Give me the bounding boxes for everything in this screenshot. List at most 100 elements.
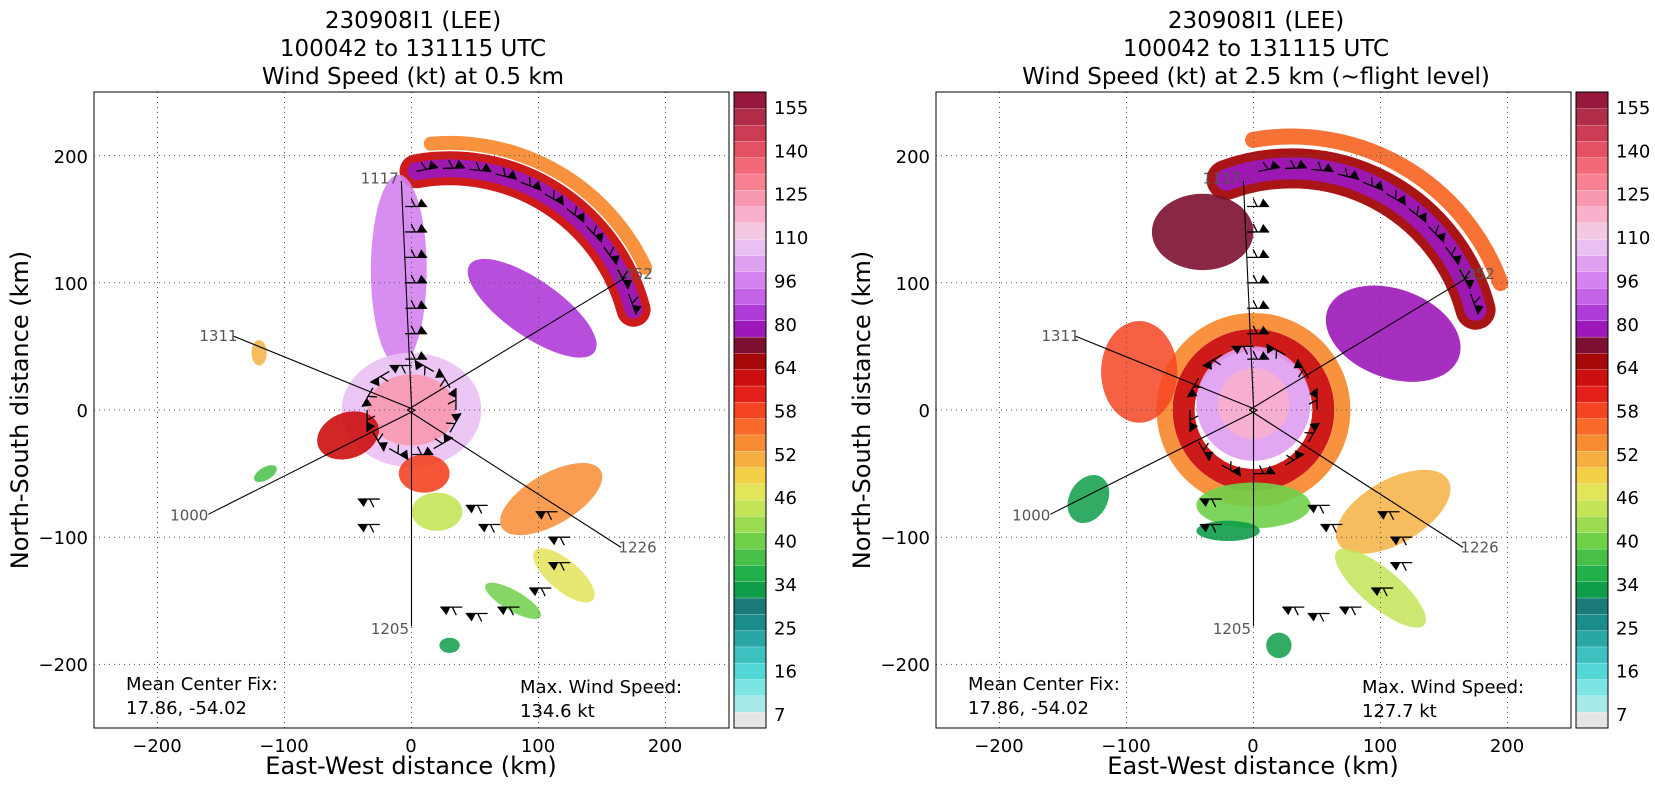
flight-leg-label: 1205 — [1213, 620, 1251, 638]
wind-barb — [1282, 606, 1305, 616]
wind-barb — [442, 159, 465, 170]
wind-barb — [433, 433, 454, 450]
flight-legs-left: 1117 1052 1311 1000 1226 1205 — [170, 169, 656, 637]
gridlines-left — [94, 92, 729, 728]
wind-barb — [1371, 587, 1394, 597]
wind-barb — [446, 412, 462, 433]
wind-barb — [1307, 504, 1330, 514]
colorbar-swatch — [733, 548, 767, 566]
wind-field-patch — [500, 462, 603, 536]
x-axis-label-left: East-West distance (km) — [265, 752, 556, 780]
flight-leg-line — [1075, 335, 1258, 411]
wind-barb — [416, 160, 439, 172]
x-ticks-left: −200 −100 0 100 200 — [132, 736, 682, 757]
colorbar-swatch — [733, 646, 767, 664]
colorbar-swatch — [1575, 418, 1609, 436]
colorbar-swatch — [733, 271, 767, 289]
max-wind-value-left: 134.6 kt — [520, 701, 595, 722]
flight-leg-line — [1248, 275, 1470, 411]
colorbar-right: 7 16 25 34 40 46 52 58 64 80 96 110 125 140 155 — [1575, 91, 1650, 729]
colorbar-swatch — [733, 450, 767, 468]
x-tick-label: 100 — [1363, 736, 1397, 757]
colorbar-tick-label: 16 — [774, 662, 797, 683]
colorbar-swatch — [1575, 662, 1609, 680]
flight-leg-line — [1249, 409, 1464, 548]
y-tick-label: −100 — [39, 528, 88, 549]
wind-barb — [548, 561, 571, 571]
colorbar-tick-label: 46 — [774, 488, 797, 509]
x-tick-label: 200 — [1490, 736, 1524, 757]
wind-barb — [478, 523, 501, 533]
colorbar-swatch — [733, 173, 767, 191]
flight-leg-label: 1226 — [1460, 538, 1498, 556]
wind-barb — [1247, 223, 1270, 233]
wind-barb — [1304, 422, 1321, 443]
wind-barb — [1470, 293, 1484, 315]
y-tick-label: −200 — [39, 655, 88, 676]
colorbar-tick-label: 52 — [774, 445, 797, 466]
wind-barb — [361, 387, 377, 408]
wind-barb — [566, 206, 585, 223]
flight-leg-line — [208, 409, 416, 515]
wind-barb — [1284, 159, 1307, 170]
colorbar-swatch — [1575, 336, 1609, 354]
flight-leg-label: 1311 — [1041, 327, 1079, 345]
wind-field-patch — [467, 258, 597, 358]
wind-barb — [628, 293, 642, 315]
flight-leg-line — [400, 181, 413, 411]
mean-center-value-left: 17.86, -54.02 — [126, 698, 247, 719]
wind-field-band — [1172, 329, 1335, 491]
colorbar-frame — [733, 91, 767, 729]
flight-leg-line — [1242, 181, 1255, 411]
max-wind-value-right: 127.7 kt — [1362, 701, 1437, 722]
panel-right: 230908I1 (LEE) 100042 to 131115 UTC Wind… — [848, 8, 1650, 780]
wind-barb — [1337, 167, 1360, 180]
max-wind-label-right: Max. Wind Speed: — [1362, 677, 1524, 698]
wind-barb — [1258, 160, 1281, 172]
wind-barb — [497, 606, 520, 616]
colorbar-tick-label: 40 — [774, 532, 797, 553]
wind-barb — [1186, 377, 1203, 398]
colorbar-swatch — [1575, 613, 1609, 631]
colorbar-swatch — [1575, 369, 1609, 387]
y-tick-label: 100 — [896, 274, 930, 295]
colorbar-swatch — [1575, 352, 1609, 370]
colorbar-swatch — [1575, 91, 1609, 109]
wind-field-band — [423, 135, 653, 275]
chart-title-line-3: Wind Speed (kt) at 0.5 km — [262, 64, 564, 90]
colorbar-swatch — [1575, 303, 1609, 321]
y-tick-label: 200 — [54, 147, 88, 168]
colorbar-swatch — [733, 678, 767, 697]
x-tick-label: −200 — [974, 736, 1023, 757]
wind-field-patch — [370, 174, 427, 366]
wind-barb — [357, 523, 380, 533]
flight-leg-label: 1052 — [1457, 265, 1495, 283]
colorbar-tick-label: 125 — [774, 185, 808, 206]
wind-barb — [1339, 606, 1362, 616]
colorbar-swatch — [733, 189, 767, 207]
wind-barb — [1390, 561, 1413, 571]
colorbar-swatch — [733, 418, 767, 436]
colorbar-swatch — [733, 613, 767, 631]
x-tick-label: −100 — [259, 736, 308, 757]
y-axis-label-right: North-South distance (km) — [848, 251, 876, 570]
wind-barb — [529, 587, 552, 597]
colorbar-swatch — [1575, 450, 1609, 468]
wind-barb — [1199, 498, 1222, 508]
colorbar-swatch — [1575, 401, 1609, 419]
wind-barb — [369, 370, 390, 387]
mean-center-value-right: 17.86, -54.02 — [968, 698, 1089, 719]
wind-barb — [1199, 523, 1222, 533]
x-tick-label: −100 — [1101, 736, 1150, 757]
wind-barb — [1247, 249, 1270, 259]
wind-barb — [447, 388, 457, 410]
wind-barbs-left — [357, 159, 642, 622]
colorbar-swatch — [1575, 385, 1609, 403]
colorbar-tick-label: 46 — [1616, 488, 1639, 509]
wind-barb — [1247, 274, 1270, 284]
wind-field-patch — [254, 465, 277, 483]
chart-title-line-2: 100042 to 131115 UTC — [1123, 36, 1389, 62]
flight-leg-line — [407, 409, 622, 548]
wind-barb — [1247, 198, 1270, 208]
